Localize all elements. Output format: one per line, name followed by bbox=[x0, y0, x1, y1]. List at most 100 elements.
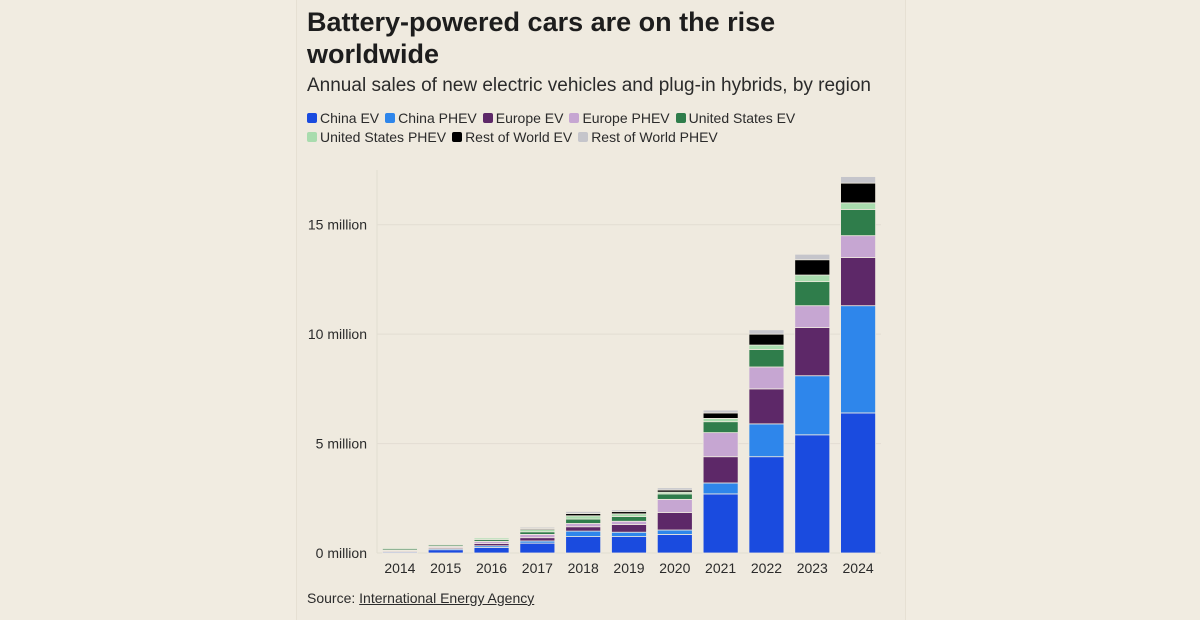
legend-item-china-phev: China PHEV bbox=[385, 109, 477, 127]
bar-segment-rest-of-world-phev-2022 bbox=[748, 329, 785, 335]
legend-label: United States EV bbox=[688, 110, 796, 126]
y-tick-label: 5 million bbox=[316, 436, 367, 452]
chart-subtitle: Annual sales of new electric vehicles an… bbox=[307, 75, 871, 96]
source-note: Source: International Energy Agency bbox=[307, 590, 534, 606]
x-tick-label: 2017 bbox=[522, 560, 553, 576]
bar-segment-rest-of-world-phev-2019 bbox=[611, 509, 647, 513]
bar-segment-rest-of-world-ev-2021 bbox=[702, 412, 739, 419]
x-tick-label: 2014 bbox=[384, 560, 415, 576]
bar-segment-rest-of-world-ev-2024 bbox=[840, 182, 876, 204]
y-tick-label: 10 million bbox=[308, 326, 367, 342]
x-tick-label: 2020 bbox=[659, 560, 690, 576]
source-link[interactable]: International Energy Agency bbox=[359, 590, 535, 606]
legend-label: Europe PHEV bbox=[582, 110, 670, 126]
bar-segment-united-states-phev-2023 bbox=[794, 274, 831, 283]
bar-segment-china-ev-2015 bbox=[427, 549, 464, 554]
bar-segment-china-phev-2022 bbox=[748, 423, 785, 458]
x-tick-label: 2021 bbox=[705, 560, 736, 576]
bar-segment-europe-ev-2018 bbox=[565, 526, 602, 532]
bar-segment-europe-ev-2024 bbox=[840, 257, 876, 307]
legend-swatch bbox=[307, 132, 317, 142]
bar-segment-china-ev-2016 bbox=[473, 547, 510, 554]
legend-label: China EV bbox=[320, 110, 380, 126]
bar-segment-europe-ev-2020 bbox=[656, 512, 693, 531]
legend-swatch bbox=[385, 113, 396, 123]
x-tick-label: 2015 bbox=[430, 560, 461, 576]
legend-item-europe-ev: Europe EV bbox=[482, 109, 564, 127]
bar-segment-rest-of-world-phev-2014 bbox=[382, 546, 418, 548]
bar-segment-united-states-phev-2022 bbox=[748, 344, 785, 350]
legend-label: Europe EV bbox=[495, 110, 564, 126]
bar-segment-china-ev-2019 bbox=[611, 536, 647, 554]
legend-swatch bbox=[307, 113, 317, 123]
bar-segment-china-ev-2018 bbox=[565, 536, 602, 554]
legend-label: Rest of World EV bbox=[465, 129, 573, 145]
legend-label: United States PHEV bbox=[320, 129, 447, 145]
bar-segment-europe-phev-2021 bbox=[702, 432, 739, 458]
bar-segment-europe-phev-2019 bbox=[611, 520, 647, 525]
bar-segment-china-ev-2023 bbox=[794, 434, 831, 554]
bar-segment-rest-of-world-phev-2016 bbox=[473, 536, 510, 538]
bar-segment-china-ev-2017 bbox=[519, 542, 556, 554]
legend-item-europe-phev: Europe PHEV bbox=[569, 109, 670, 127]
bar-segment-europe-phev-2017 bbox=[519, 533, 556, 539]
legend-item-united-states-phev: United States PHEV bbox=[307, 128, 446, 146]
bar-segment-china-ev-2024 bbox=[840, 412, 876, 554]
x-tick-label: 2023 bbox=[797, 560, 828, 576]
bar-segment-united-states-ev-2023 bbox=[794, 281, 831, 307]
stacked-bar-chart: 0 million 5 million 10 million 15 million 20… bbox=[308, 170, 881, 576]
bar-segment-china-phev-2018 bbox=[565, 530, 602, 537]
x-tick-label: 2018 bbox=[568, 560, 599, 576]
legend-swatch bbox=[569, 113, 580, 123]
bar-segment-europe-ev-2021 bbox=[702, 456, 739, 484]
bar-segment-rest-of-world-phev-2021 bbox=[702, 409, 739, 414]
bar-segment-united-states-ev-2020 bbox=[656, 493, 693, 500]
legend-swatch bbox=[675, 113, 686, 123]
bar-segment-china-ev-2022 bbox=[748, 456, 785, 554]
bar-segment-united-states-ev-2019 bbox=[611, 516, 647, 522]
bar-segment-united-states-ev-2022 bbox=[748, 349, 785, 368]
bar-segment-europe-ev-2022 bbox=[748, 388, 785, 425]
x-tick-label: 2022 bbox=[751, 560, 782, 576]
legend-swatch bbox=[578, 132, 589, 142]
bar-segment-china-phev-2020 bbox=[656, 529, 693, 535]
bar-segment-china-ev-2021 bbox=[702, 493, 739, 554]
bar-segment-rest-of-world-ev-2023 bbox=[794, 259, 831, 276]
y-tick-label: 15 million bbox=[308, 217, 367, 233]
legend-item-rest-of-world-ev: Rest of World EV bbox=[452, 128, 572, 146]
chart-title: Battery-powered cars are on the rise wor… bbox=[307, 7, 776, 69]
bar-segment-rest-of-world-phev-2015 bbox=[427, 542, 464, 545]
bar-segment-europe-ev-2023 bbox=[794, 327, 831, 377]
legend-swatch bbox=[452, 132, 463, 142]
chart-legend: China EV China PHEV Europe EV Europe PHEV Un… bbox=[307, 109, 897, 146]
x-tick-label: 2016 bbox=[476, 560, 507, 576]
y-tick-label: 0 million bbox=[316, 545, 367, 561]
bar-segment-united-states-phev-2024 bbox=[840, 202, 876, 210]
legend-swatch bbox=[482, 113, 493, 123]
bar-segment-europe-ev-2019 bbox=[611, 524, 647, 533]
legend-label: China PHEV bbox=[398, 110, 477, 126]
bar-segment-united-states-ev-2021 bbox=[702, 421, 739, 434]
bar-segment-china-phev-2024 bbox=[840, 305, 876, 414]
bar-segment-rest-of-world-phev-2020 bbox=[656, 487, 693, 491]
bar-segment-europe-phev-2023 bbox=[794, 305, 831, 328]
bar-segment-europe-phev-2020 bbox=[656, 498, 693, 513]
bar-segment-united-states-ev-2018 bbox=[565, 518, 602, 524]
bar-segment-rest-of-world-phev-2024 bbox=[840, 176, 876, 184]
legend-item-rest-of-world-phev: Rest of World PHEV bbox=[578, 128, 718, 146]
legend-item-united-states-ev: United States EV bbox=[675, 109, 796, 127]
bar-segment-europe-ev-2017 bbox=[519, 537, 556, 542]
bar-segment-united-states-phev-2018 bbox=[565, 515, 602, 520]
bar-segment-rest-of-world-phev-2017 bbox=[519, 526, 556, 529]
bar-segment-rest-of-world-phev-2023 bbox=[794, 253, 831, 261]
x-tick-label: 2024 bbox=[843, 560, 874, 576]
source-label: Source: bbox=[307, 590, 356, 606]
bar-segment-united-states-ev-2024 bbox=[840, 208, 876, 237]
bar-segment-europe-phev-2018 bbox=[565, 523, 602, 528]
bar-segment-europe-phev-2024 bbox=[840, 235, 876, 258]
bar-segment-china-ev-2020 bbox=[656, 533, 693, 554]
bar-segment-china-phev-2023 bbox=[794, 375, 831, 436]
bar-segment-rest-of-world-ev-2022 bbox=[748, 333, 785, 346]
x-tick-label: 2019 bbox=[613, 560, 644, 576]
bar-segment-europe-phev-2022 bbox=[748, 366, 785, 390]
